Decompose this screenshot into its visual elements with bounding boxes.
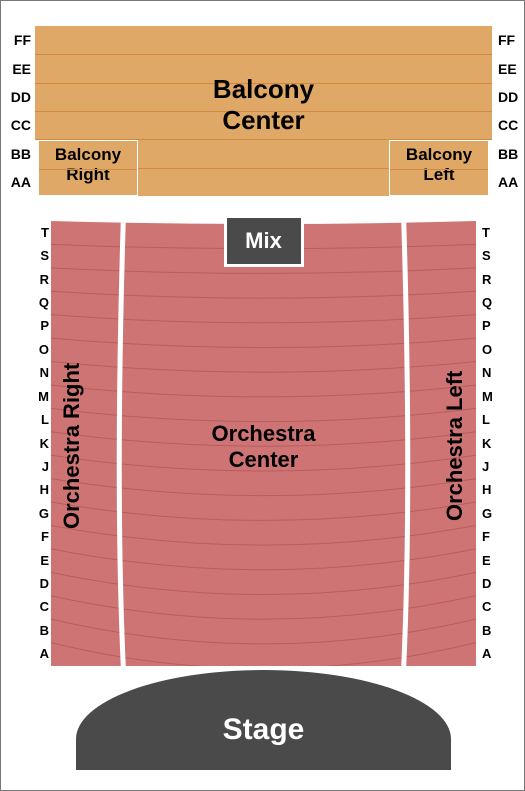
mix-label: Mix	[245, 228, 282, 253]
orchestra-row-label: L	[31, 412, 49, 427]
balcony-row-label: DD	[5, 89, 31, 105]
orchestra-row-label: E	[31, 553, 49, 568]
orchestra-row-label: S	[31, 248, 49, 263]
balcony-left-label: BalconyLeft	[406, 145, 472, 184]
balcony-row-label: BB	[5, 146, 31, 162]
orchestra-row-label: R	[482, 272, 500, 287]
orchestra-row-label: B	[31, 623, 49, 638]
orchestra-row-label: Q	[482, 295, 500, 310]
orchestra-row-label: H	[482, 482, 500, 497]
orchestra-row-label: D	[31, 576, 49, 591]
orchestra-row-label: E	[482, 553, 500, 568]
orchestra-row-label: P	[482, 318, 500, 333]
balcony-row-label: EE	[498, 61, 524, 77]
orchestra-row-label: P	[31, 318, 49, 333]
orchestra-row-label: C	[482, 599, 500, 614]
balcony-right-block: BalconyRight	[38, 140, 138, 196]
seating-chart: BalconyRight BalconyLeft BalconyCenter F…	[0, 0, 525, 791]
balcony-row-label: EE	[5, 61, 31, 77]
orchestra-row-label: G	[31, 506, 49, 521]
mix-booth: Mix	[224, 215, 304, 267]
balcony-row-line	[39, 169, 137, 170]
orchestra-row-label: G	[482, 506, 500, 521]
orchestra-row-label: J	[482, 459, 500, 474]
orchestra-row-label: M	[482, 389, 500, 404]
orchestra-row-label: A	[31, 646, 49, 661]
balcony-row-label: FF	[5, 32, 31, 48]
stage-label: Stage	[223, 713, 305, 746]
orchestra-region: Orchestra Right OrchestraCenter Orchestr…	[51, 221, 476, 666]
orchestra-row-label: H	[31, 482, 49, 497]
orchestra-left-label: Orchestra Left	[442, 316, 468, 576]
orchestra-row-label: O	[31, 342, 49, 357]
orchestra-row-label: N	[482, 365, 500, 380]
orchestra-row-label: S	[482, 248, 500, 263]
orchestra-row-label: L	[482, 412, 500, 427]
balcony-row-label: AA	[498, 174, 524, 190]
orchestra-row-label: K	[482, 436, 500, 451]
orchestra-row-label: Q	[31, 295, 49, 310]
balcony-row-line	[35, 54, 492, 55]
orchestra-row-label: J	[31, 459, 49, 474]
orchestra-row-label: T	[31, 225, 49, 240]
orchestra-row-label: R	[31, 272, 49, 287]
balcony-row-label: CC	[5, 117, 31, 133]
balcony-row-label: BB	[498, 146, 524, 162]
orchestra-row-label: C	[31, 599, 49, 614]
balcony-row-label: FF	[498, 32, 524, 48]
orchestra-center-label: OrchestraCenter	[51, 421, 476, 473]
balcony-row-label: CC	[498, 117, 524, 133]
orchestra-row-label: D	[482, 576, 500, 591]
balcony-row-label: AA	[5, 174, 31, 190]
balcony-right-label: BalconyRight	[55, 145, 121, 184]
balcony-center-label: BalconyCenter	[35, 74, 492, 136]
balcony-left-block: BalconyLeft	[389, 140, 489, 196]
orchestra-row-label: N	[31, 365, 49, 380]
orchestra-row-label: F	[31, 529, 49, 544]
orchestra-row-label: K	[31, 436, 49, 451]
orchestra-row-label: A	[482, 646, 500, 661]
orchestra-row-label: F	[482, 529, 500, 544]
balcony-region: BalconyRight BalconyLeft BalconyCenter	[35, 26, 492, 196]
balcony-row-label: DD	[498, 89, 524, 105]
orchestra-row-label: M	[31, 389, 49, 404]
stage-block: Stage	[76, 670, 451, 770]
orchestra-row-label: T	[482, 225, 500, 240]
orchestra-row-label: B	[482, 623, 500, 638]
balcony-row-line	[390, 169, 488, 170]
orchestra-row-label: O	[482, 342, 500, 357]
